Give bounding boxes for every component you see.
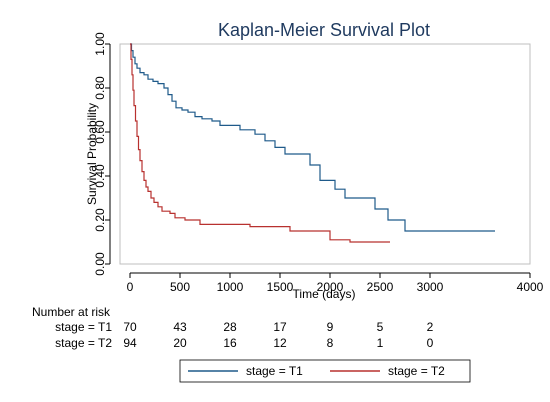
x-tick-label: 4000 xyxy=(517,280,544,294)
risk-count: 17 xyxy=(273,320,287,334)
x-tick-label: 1500 xyxy=(267,280,294,294)
x-tick-label: 2500 xyxy=(367,280,394,294)
chart-title: Kaplan-Meier Survival Plot xyxy=(218,20,430,40)
legend-label-2: stage = T2 xyxy=(388,364,445,378)
risk-count: 28 xyxy=(223,320,237,334)
risk-table-header: Number at risk xyxy=(32,305,111,319)
y-tick-label: 0.00 xyxy=(93,252,107,276)
survival-curve-1 xyxy=(130,43,495,232)
legend-label-1: stage = T1 xyxy=(246,364,303,378)
risk-count: 43 xyxy=(173,320,187,334)
risk-row-label: stage = T2 xyxy=(55,336,112,350)
risk-count: 1 xyxy=(377,336,384,350)
risk-count: 8 xyxy=(327,336,334,350)
risk-row-label: stage = T1 xyxy=(55,320,112,334)
risk-count: 0 xyxy=(427,336,434,350)
risk-count: 70 xyxy=(123,320,137,334)
y-tick-label: 0.80 xyxy=(93,76,107,100)
x-axis-label: Time (days) xyxy=(293,287,356,301)
plot-area-frame xyxy=(119,43,531,265)
survival-curves xyxy=(130,43,495,243)
axes: 0.00 0.20 0.40 0.60 0.80 1.00 0 500 1000 1500 2000… xyxy=(93,32,544,294)
risk-count: 12 xyxy=(273,336,287,350)
x-tick-label: 1000 xyxy=(217,280,244,294)
risk-table: Number at risk stage = T1 70 43 28 17 9 5 2 stag… xyxy=(32,305,434,350)
y-axis-label: Survival Probability xyxy=(85,103,99,205)
risk-count: 16 xyxy=(223,336,237,350)
x-tick-label: 0 xyxy=(127,280,134,294)
y-tick-label: 0.40 xyxy=(93,164,107,188)
risk-count: 5 xyxy=(377,320,384,334)
legend: stage = T1 stage = T2 xyxy=(179,359,471,383)
risk-count: 9 xyxy=(327,320,334,334)
survival-curve-2 xyxy=(130,43,390,243)
y-tick-label: 0.20 xyxy=(93,208,107,232)
risk-count: 2 xyxy=(427,320,434,334)
legend-box xyxy=(179,359,471,383)
x-tick-label: 500 xyxy=(170,280,190,294)
risk-count: 20 xyxy=(173,336,187,350)
y-tick-label: 0.60 xyxy=(93,120,107,144)
x-tick-label: 3000 xyxy=(417,280,444,294)
x-tick-label: 2000 xyxy=(317,280,344,294)
risk-count: 94 xyxy=(123,336,137,350)
y-tick-label: 1.00 xyxy=(93,32,107,56)
